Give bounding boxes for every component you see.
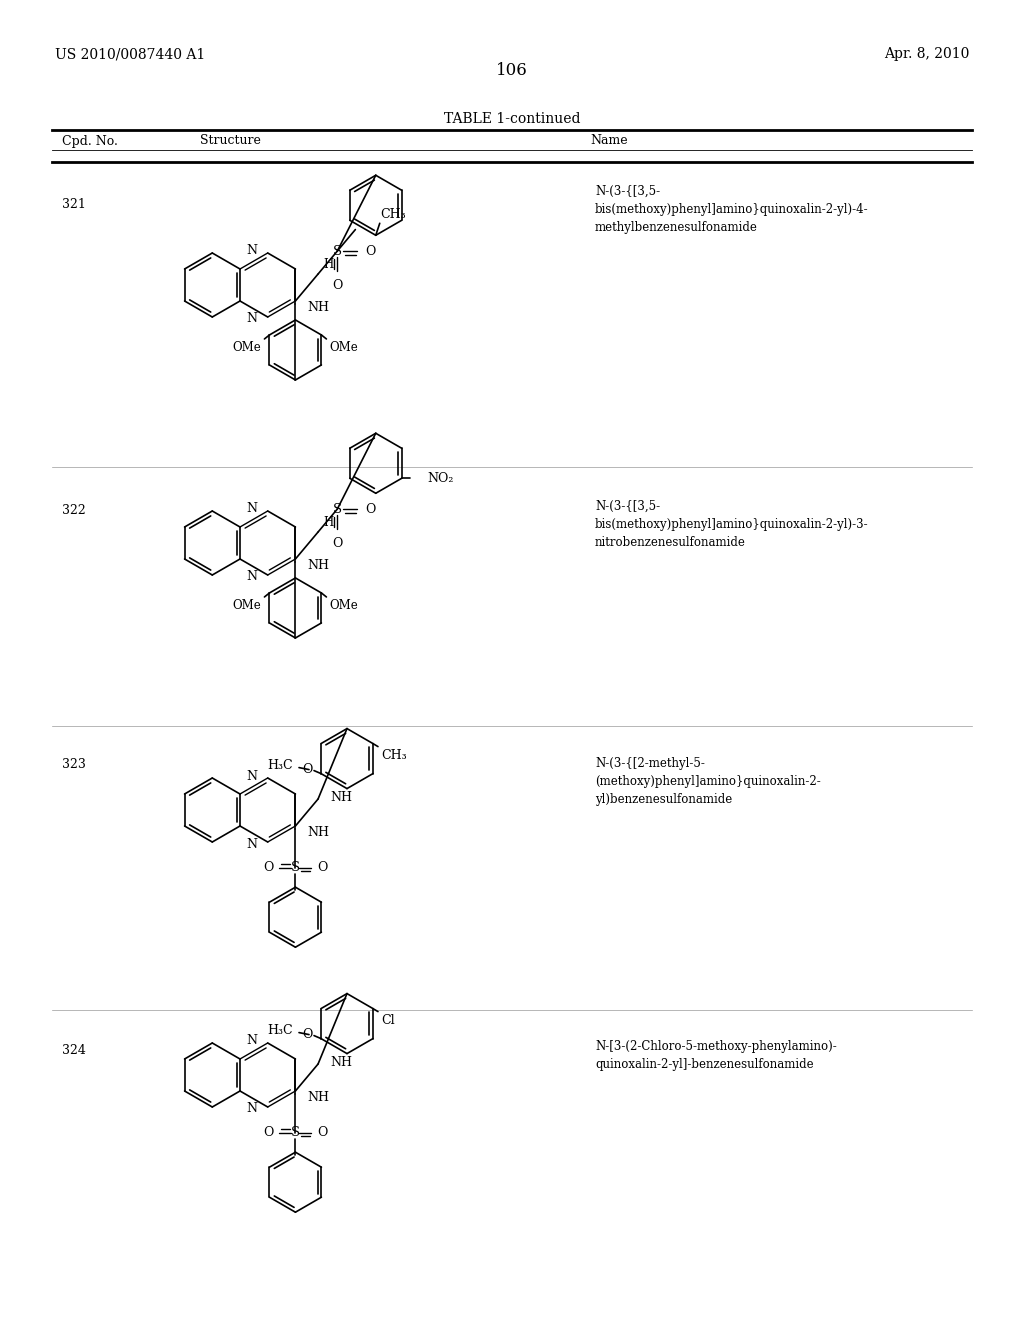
Text: 323: 323 bbox=[62, 759, 86, 771]
Text: 324: 324 bbox=[62, 1044, 86, 1056]
Text: N-(3-{[3,5-
bis(methoxy)phenyl]amino}quinoxalin-2-yl)-4-
methylbenzenesulfonamid: N-(3-{[3,5- bis(methoxy)phenyl]amino}qui… bbox=[595, 185, 868, 234]
Text: NH: NH bbox=[307, 301, 330, 314]
Text: O: O bbox=[332, 537, 342, 550]
Text: TABLE 1-continued: TABLE 1-continued bbox=[443, 112, 581, 125]
Text: NH: NH bbox=[307, 1090, 330, 1104]
Text: S: S bbox=[333, 503, 342, 516]
Text: NH: NH bbox=[330, 791, 352, 804]
Text: NO₂: NO₂ bbox=[428, 471, 454, 484]
Text: N: N bbox=[247, 503, 258, 516]
Text: N: N bbox=[247, 1035, 258, 1048]
Text: O: O bbox=[263, 1126, 273, 1139]
Text: Apr. 8, 2010: Apr. 8, 2010 bbox=[884, 48, 969, 61]
Text: N: N bbox=[247, 1102, 258, 1115]
Text: Cl: Cl bbox=[381, 1014, 394, 1027]
Text: Structure: Structure bbox=[200, 135, 261, 148]
Text: N-(3-{[3,5-
bis(methoxy)phenyl]amino}quinoxalin-2-yl)-3-
nitrobenzenesulfonamide: N-(3-{[3,5- bis(methoxy)phenyl]amino}qui… bbox=[595, 500, 868, 549]
Text: Name: Name bbox=[590, 135, 628, 148]
Text: OMe: OMe bbox=[232, 341, 261, 354]
Text: S: S bbox=[291, 862, 300, 874]
Text: NH: NH bbox=[307, 558, 330, 572]
Text: OMe: OMe bbox=[330, 341, 358, 354]
Text: H: H bbox=[323, 257, 333, 271]
Text: H₃C: H₃C bbox=[267, 1024, 293, 1038]
Text: NH: NH bbox=[307, 826, 330, 838]
Text: OMe: OMe bbox=[232, 599, 261, 612]
Text: N: N bbox=[247, 837, 258, 850]
Text: CH₃: CH₃ bbox=[381, 748, 407, 762]
Text: OMe: OMe bbox=[330, 599, 358, 612]
Text: O: O bbox=[303, 763, 313, 776]
Text: N: N bbox=[247, 244, 258, 257]
Text: 321: 321 bbox=[62, 198, 86, 211]
Text: US 2010/0087440 A1: US 2010/0087440 A1 bbox=[55, 48, 205, 61]
Text: N: N bbox=[247, 313, 258, 326]
Text: H: H bbox=[323, 516, 333, 529]
Text: O: O bbox=[263, 862, 273, 874]
Text: Cpd. No.: Cpd. No. bbox=[62, 135, 118, 148]
Text: O: O bbox=[366, 244, 376, 257]
Text: O: O bbox=[366, 503, 376, 516]
Text: O: O bbox=[303, 1028, 313, 1041]
Text: O: O bbox=[332, 279, 342, 292]
Text: 106: 106 bbox=[496, 62, 528, 79]
Text: N: N bbox=[247, 770, 258, 783]
Text: N-[3-(2-Chloro-5-methoxy-phenylamino)-
quinoxalin-2-yl]-benzenesulfonamide: N-[3-(2-Chloro-5-methoxy-phenylamino)- q… bbox=[595, 1040, 837, 1071]
Text: N: N bbox=[247, 570, 258, 583]
Text: H₃C: H₃C bbox=[267, 759, 293, 772]
Text: S: S bbox=[291, 1126, 300, 1139]
Text: NH: NH bbox=[330, 1056, 352, 1068]
Text: S: S bbox=[333, 244, 342, 257]
Text: 322: 322 bbox=[62, 503, 86, 516]
Text: CH₃: CH₃ bbox=[381, 209, 407, 222]
Text: O: O bbox=[317, 862, 328, 874]
Text: O: O bbox=[317, 1126, 328, 1139]
Text: N-(3-{[2-methyl-5-
(methoxy)phenyl]amino}quinoxalin-2-
yl)benzenesulfonamide: N-(3-{[2-methyl-5- (methoxy)phenyl]amino… bbox=[595, 756, 821, 807]
